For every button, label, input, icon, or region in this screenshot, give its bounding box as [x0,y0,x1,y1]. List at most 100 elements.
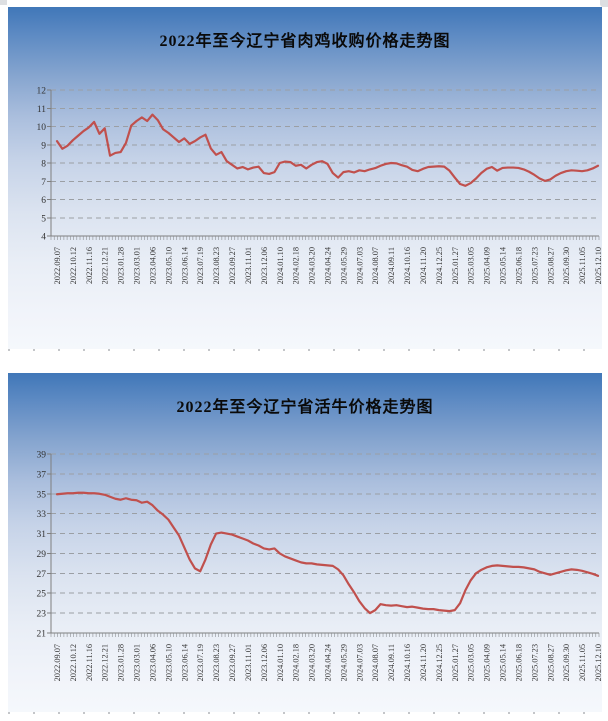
x-tick-label: 2025.11.05 [578,644,587,681]
cattle-price-line-chart: 21 23 25 27 29 31 33 35 37 39 2022.09.07 2022.10.12… [37,451,603,682]
y-tick-label: 5 [41,214,46,224]
x-tick-label: 2023.07.19 [196,247,205,284]
y-tick-label: 25 [37,590,47,600]
x-tick-label: 2023.04.06 [148,644,157,681]
x-tick-label: 2022.12.21 [101,644,110,681]
x-tick-label: 2024.08.07 [371,247,380,284]
y-tick-label: 8 [41,160,46,170]
x-tick-label: 2024.05.29 [339,247,348,284]
x-tick-label: 2022.11.16 [85,247,94,284]
x-tick-label: 2022.12.21 [101,247,110,284]
x-tick-label: 2023.07.19 [196,644,205,681]
broiler-chart-title: 2022年至今辽宁省肉鸡收购价格走势图 [159,33,451,50]
x-tick-label: 2025.01.27 [451,247,460,284]
price-line-series [55,491,600,615]
x-tick-label: 2025.04.09 [483,644,492,681]
x-tick-label: 2025.11.05 [578,247,587,284]
x-tick-label: 2023.05.10 [164,644,173,681]
x-tick-label: 2022.10.12 [69,644,78,681]
x-tick-label: 2025.09.30 [562,644,571,681]
x-tick-label: 2025.01.27 [451,644,460,681]
x-tick-label: 2025.09.30 [562,247,571,284]
x-tick-label: 2022.09.07 [53,247,62,284]
x-tick-label: 2023.01.28 [117,247,126,284]
x-tick-label: 2024.12.25 [435,644,444,681]
x-tick-label: 2025.03.05 [467,247,476,284]
x-tick-label: 2023.04.06 [148,247,157,284]
panel-bottom-ticks [8,349,602,351]
x-tick-label: 2024.07.03 [355,644,364,681]
y-tick-label: 10 [37,123,47,133]
y-tick-label: 35 [37,490,47,500]
x-tick-label: 2023.03.01 [133,644,142,681]
y-tick-label: 9 [41,141,46,151]
y-tick-label: 31 [37,530,47,540]
x-tick-label: 2025.06.18 [514,247,523,284]
x-tick-label: 2024.07.03 [355,247,364,284]
y-tick-label: 21 [37,630,47,640]
x-tick-label: 2025.08.27 [546,644,555,681]
y-tick-label: 29 [37,550,47,560]
x-tick-label: 2023.08.23 [212,644,221,681]
y-tick-label: 23 [37,610,47,620]
x-tick-label: 2024.01.10 [276,644,285,681]
x-tick-label: 2024.09.11 [387,247,396,284]
y-tick-label: 7 [41,178,46,188]
x-tick-label: 2025.04.09 [483,247,492,284]
broiler-price-line-chart: 4 5 6 7 8 9 10 11 12 2022.09.07 2022.10.12 2022.11.… [37,87,603,285]
page-corner-artifact-left [0,0,7,5]
x-tick-label: 2024.09.11 [387,644,396,681]
x-tick-label: 2025.07.23 [530,644,539,681]
x-tick-label: 2023.06.14 [180,246,189,284]
x-tick-label: 2023.06.14 [180,643,189,681]
y-tick-label: 37 [37,470,47,480]
x-tick-label: 2024.03.20 [308,247,317,284]
y-tick-label: 27 [37,570,47,580]
x-tick-label: 2025.03.05 [467,644,476,681]
x-tick-label: 2025.12.10 [594,644,602,681]
y-tick-label: 11 [37,105,46,115]
cattle-chart-title: 2022年至今辽宁省活牛价格走势图 [176,399,434,416]
y-tick-label: 33 [37,510,47,520]
cattle-price-chart-panel: 2022年至今辽宁省活牛价格走势图 21 23 25 27 29 31 33 35 37 39 20… [8,373,602,712]
x-tick-label: 2023.11.01 [244,247,253,284]
x-tick-label: 2025.07.23 [530,247,539,284]
x-tick-label: 2024.02.18 [292,247,301,284]
panel-bottom-ticks [8,712,602,714]
y-tick-label: 39 [37,451,47,461]
x-tick-label: 2023.09.27 [228,644,237,681]
x-tick-label: 2022.10.12 [69,247,78,284]
x-tick-label: 2023.12.06 [260,644,269,681]
x-tick-label: 2024.08.07 [371,644,380,681]
x-tick-label: 2024.11.20 [419,644,428,681]
broiler-price-chart-panel: 2022年至今辽宁省肉鸡收购价格走势图 4 5 6 7 8 9 10 11 12 2022.09.… [8,7,602,349]
price-line-series [55,113,600,187]
x-tick-label: 2024.04.24 [324,643,333,681]
x-tick-label: 2025.06.18 [514,644,523,681]
y-tick-label: 6 [41,196,46,206]
y-tick-label: 12 [37,87,47,97]
x-tick-label: 2024.01.10 [276,247,285,284]
x-tick-label: 2023.01.28 [117,644,126,681]
x-tick-label: 2024.12.25 [435,247,444,284]
x-tick-label: 2022.09.07 [53,644,62,681]
x-tick-label: 2023.12.06 [260,247,269,284]
y-tick-label: 4 [41,233,46,243]
x-tick-label: 2024.10.16 [403,644,412,681]
x-tick-label: 2025.05.14 [499,643,508,681]
x-tick-label: 2025.12.10 [594,247,602,284]
x-tick-label: 2024.04.24 [324,246,333,284]
page-corner-artifact-right [600,0,608,7]
x-tick-label: 2024.10.16 [403,247,412,284]
x-tick-label: 2024.02.18 [292,644,301,681]
x-tick-label: 2025.08.27 [546,247,555,284]
x-tick-label: 2025.05.14 [499,246,508,284]
x-tick-label: 2024.05.29 [339,644,348,681]
x-tick-label: 2023.09.27 [228,247,237,284]
x-tick-label: 2023.05.10 [164,247,173,284]
x-tick-label: 2024.11.20 [419,247,428,284]
x-tick-label: 2023.08.23 [212,247,221,284]
x-tick-label: 2022.11.16 [85,644,94,681]
x-tick-label: 2023.11.01 [244,644,253,681]
x-tick-label: 2024.03.20 [308,644,317,681]
